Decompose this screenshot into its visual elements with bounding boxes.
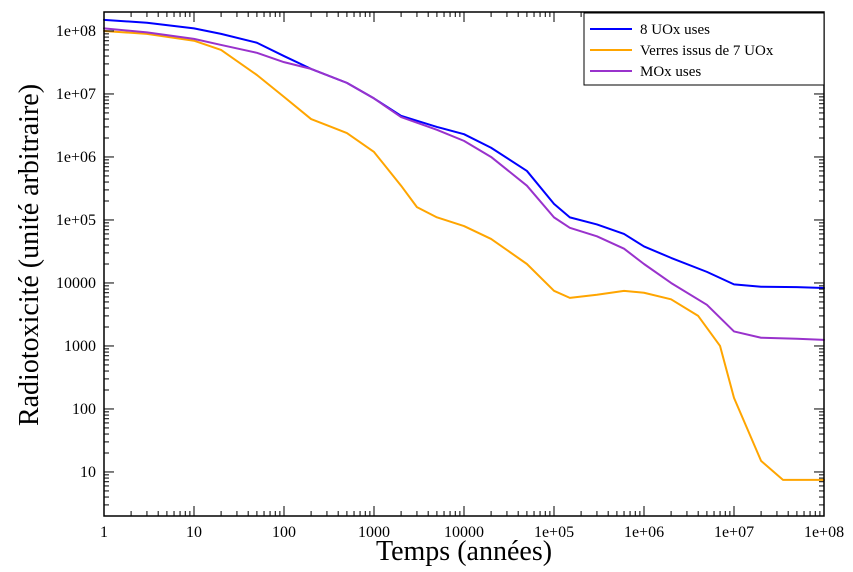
y-tick-label: 1e+08 [56,23,96,40]
plot-frame [103,11,825,517]
x-tick-label: 1e+06 [624,524,664,541]
y-axis-title: Radiotoxicité (unité arbitraire) [14,84,45,426]
series-line-2 [103,29,825,481]
x-tick-label: 1e+07 [714,524,754,541]
series-line-3 [103,27,825,341]
legend-label-3: MOx uses [640,64,701,80]
legend-label-1: 8 UOx uses [640,22,710,38]
x-tick-label: 1 [100,524,108,541]
x-tick-label: 1e+08 [804,524,844,541]
y-tick-label: 1000 [64,338,96,355]
legend: 8 UOx uses Verres issus de 7 UOx MOx uses [583,12,825,86]
y-tick-label: 1e+06 [56,149,96,166]
y-tick-label: 1e+07 [56,86,96,103]
y-tick-label: 10 [80,464,96,481]
x-tick-label: 10 [186,524,202,541]
x-tick-label: 1000 [358,524,390,541]
x-axis-title: Temps (années) [376,536,552,567]
x-tick-label: 1e+05 [534,524,574,541]
y-tick-label: 1e+05 [56,212,96,229]
y-tick-label: 100 [72,401,96,418]
legend-label-2: Verres issus de 7 UOx [640,43,774,59]
series-line-1 [103,18,825,290]
series-layer [103,18,825,481]
axes-layer: 1 10 100 1000 10000 1e+05 1e+06 1e+07 1e+08 10 100… [56,12,844,541]
x-tick-label: 10000 [444,524,484,541]
y-tick-label: 10000 [56,275,96,292]
x-tick-label: 100 [272,524,296,541]
